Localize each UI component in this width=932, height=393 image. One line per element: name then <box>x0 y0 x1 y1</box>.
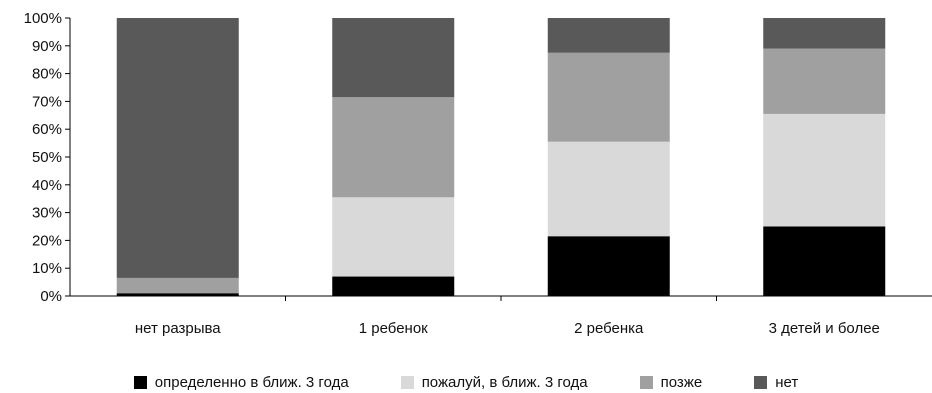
legend-label-later: позже <box>660 373 703 391</box>
bar-segment <box>763 226 886 296</box>
y-tick-label: 90% <box>32 38 62 55</box>
x-category-label: 1 ребенок <box>359 320 428 337</box>
y-tick-label: 60% <box>32 121 62 138</box>
legend-swatch-later <box>639 375 653 389</box>
legend-item-no: нет <box>754 374 798 391</box>
bar-segment <box>763 48 886 114</box>
x-category-label: 3 детей и более <box>769 320 880 337</box>
bar-segment <box>332 276 455 296</box>
legend-swatch-probably <box>400 375 414 389</box>
stacked-bar-chart: 0% 10% 20% 30% 40% 50% 60% 70% 80% 90% 100% нет ра… <box>24 10 932 337</box>
chart-bars <box>116 18 886 296</box>
legend-swatch-no <box>754 375 768 389</box>
x-category-label: нет разрыва <box>135 320 221 337</box>
y-tick-label: 80% <box>32 66 62 83</box>
x-category-labels: нет разрыва 1 ребенок 2 ребенка 3 детей и б… <box>135 320 880 337</box>
y-tick-label: 0% <box>40 288 62 305</box>
bar-segment <box>116 277 239 294</box>
legend-label-probably: пожалуй, в ближ. 3 года <box>421 373 588 391</box>
legend-label-no: нет <box>775 373 799 391</box>
bar-segment <box>547 52 670 142</box>
y-tick-label: 20% <box>32 232 62 249</box>
x-category-label: 2 ребенка <box>574 320 644 337</box>
y-tick-labels: 0% 10% 20% 30% 40% 50% 60% 70% 80% 90% 100% <box>24 10 62 305</box>
y-tick-label: 40% <box>32 177 62 194</box>
chart-legend: определенно в ближ. 3 года пожалуй, в бл… <box>0 371 932 393</box>
y-tick-label: 30% <box>32 205 62 222</box>
legend-item-later: позже <box>639 373 703 391</box>
bar-segment <box>763 113 886 227</box>
bar-segment <box>547 141 670 237</box>
legend-swatch-definitely <box>133 375 147 389</box>
bar-segment <box>547 18 670 53</box>
legend-label-definitely: определенно в ближ. 3 года <box>154 373 349 391</box>
bar-segment <box>116 18 239 278</box>
bar-segment <box>547 236 670 296</box>
bar-segment <box>332 197 455 277</box>
bar-segment <box>332 18 455 98</box>
y-tick-label: 70% <box>32 93 62 110</box>
legend-item-definitely: определенно в ближ. 3 года <box>133 373 349 391</box>
legend-item-probably: пожалуй, в ближ. 3 года <box>400 373 588 391</box>
bar-segment <box>332 97 455 198</box>
bar-segment <box>763 18 886 49</box>
y-tick-label: 100% <box>24 10 62 27</box>
bar-segment <box>116 293 239 296</box>
y-tick-label: 50% <box>32 149 62 166</box>
y-tick-label: 10% <box>32 260 62 277</box>
